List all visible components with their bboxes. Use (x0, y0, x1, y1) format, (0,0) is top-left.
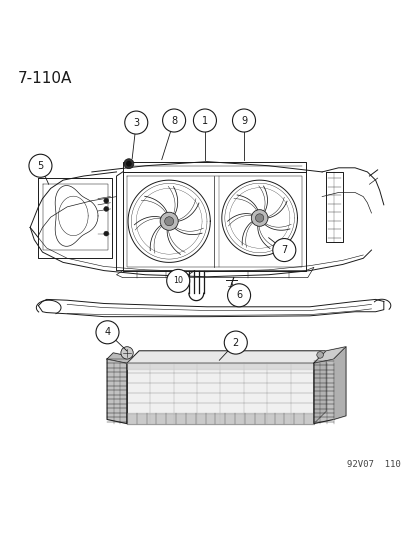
Circle shape (162, 109, 185, 132)
Circle shape (29, 154, 52, 177)
Text: 6: 6 (235, 290, 242, 300)
Circle shape (232, 109, 255, 132)
Circle shape (224, 331, 247, 354)
Polygon shape (313, 351, 325, 424)
Circle shape (272, 239, 295, 262)
Text: 9: 9 (240, 116, 247, 125)
Polygon shape (107, 353, 133, 363)
Polygon shape (126, 363, 313, 369)
Polygon shape (313, 359, 333, 424)
Polygon shape (126, 363, 313, 424)
Circle shape (96, 321, 119, 344)
Text: 3: 3 (133, 118, 139, 127)
Text: 4: 4 (104, 327, 110, 337)
Circle shape (104, 231, 109, 236)
Text: 7: 7 (280, 245, 287, 255)
Circle shape (104, 198, 109, 203)
Text: 8: 8 (171, 116, 177, 125)
Text: 1: 1 (202, 116, 207, 125)
Text: 5: 5 (37, 161, 43, 171)
Polygon shape (313, 346, 345, 363)
Circle shape (160, 212, 178, 230)
Text: 10: 10 (173, 277, 183, 285)
Polygon shape (333, 346, 345, 419)
Circle shape (193, 109, 216, 132)
Polygon shape (126, 351, 325, 363)
Circle shape (126, 161, 131, 167)
Circle shape (255, 214, 263, 222)
Circle shape (166, 269, 189, 293)
Text: 2: 2 (232, 337, 238, 348)
Circle shape (123, 159, 133, 168)
Circle shape (316, 352, 323, 358)
Circle shape (227, 284, 250, 307)
Circle shape (124, 111, 147, 134)
Polygon shape (126, 413, 313, 424)
Polygon shape (107, 359, 126, 424)
Circle shape (164, 217, 173, 226)
Circle shape (121, 346, 133, 359)
Text: 92V07  110: 92V07 110 (346, 460, 399, 469)
Text: 7-110A: 7-110A (18, 71, 72, 86)
Circle shape (104, 206, 109, 212)
Circle shape (251, 209, 267, 227)
